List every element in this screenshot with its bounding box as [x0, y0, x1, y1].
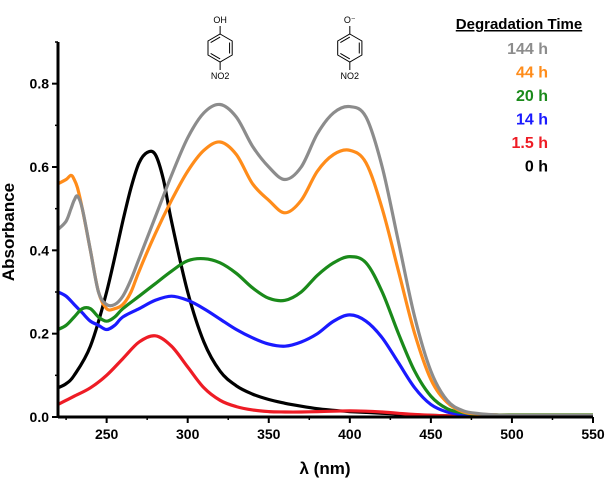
structure-top-group: OH: [213, 15, 227, 25]
series-line-44-h: [57, 140, 594, 417]
structure-4-nitrophenolate: O⁻ NO2: [337, 15, 363, 81]
legend-entry: 44 h: [516, 65, 548, 82]
structure-bottom-group: NO2: [211, 71, 230, 81]
x-tick-label: 300: [176, 426, 200, 442]
series-line-0-h: [57, 149, 593, 418]
x-axis-title: λ (nm): [300, 459, 351, 478]
axis-ticks: 250 300 350 400 450 500 550 0.0 0.2 0.4 0.6 0.8: [30, 41, 605, 442]
series-line-1-5-h: [57, 334, 593, 418]
x-tick-label: 450: [419, 426, 443, 442]
structure-bottom-group: NO2: [341, 71, 360, 81]
structure-top-group: O⁻: [344, 15, 356, 25]
x-tick-label: 350: [257, 426, 281, 442]
axes: [56, 42, 593, 419]
series-lines: [56, 102, 594, 418]
legend-entry: 144 h: [507, 41, 548, 58]
y-tick-label: 0.0: [30, 409, 50, 425]
x-tick-label: 400: [338, 426, 362, 442]
x-tick-label: 500: [500, 426, 524, 442]
y-tick-label: 0.2: [30, 326, 50, 342]
legend-entry: 0 h: [525, 159, 548, 176]
legend-title: Degradation Time: [456, 16, 582, 33]
legend-entry: 20 h: [516, 88, 548, 105]
legend: 144 h 44 h 20 h 14 h 1.5 h 0 h: [507, 41, 548, 176]
y-tick-label: 0.4: [30, 242, 50, 258]
structure-4-nitrophenol: OH NO2: [207, 15, 233, 81]
molecule-structures: OH NO2 O⁻ NO2: [207, 15, 363, 81]
y-tick-label: 0.6: [30, 159, 50, 175]
legend-entry: 1.5 h: [512, 135, 548, 152]
x-tick-label: 250: [95, 426, 119, 442]
legend-entry: 14 h: [516, 112, 548, 129]
x-tick-label: 550: [581, 426, 605, 442]
y-tick-label: 0.8: [30, 76, 50, 92]
series-line-20-h: [57, 255, 593, 417]
series-line-144-h: [56, 102, 594, 417]
series-line-14-h: [57, 290, 593, 418]
y-axis-title: Absorbance: [0, 183, 18, 281]
